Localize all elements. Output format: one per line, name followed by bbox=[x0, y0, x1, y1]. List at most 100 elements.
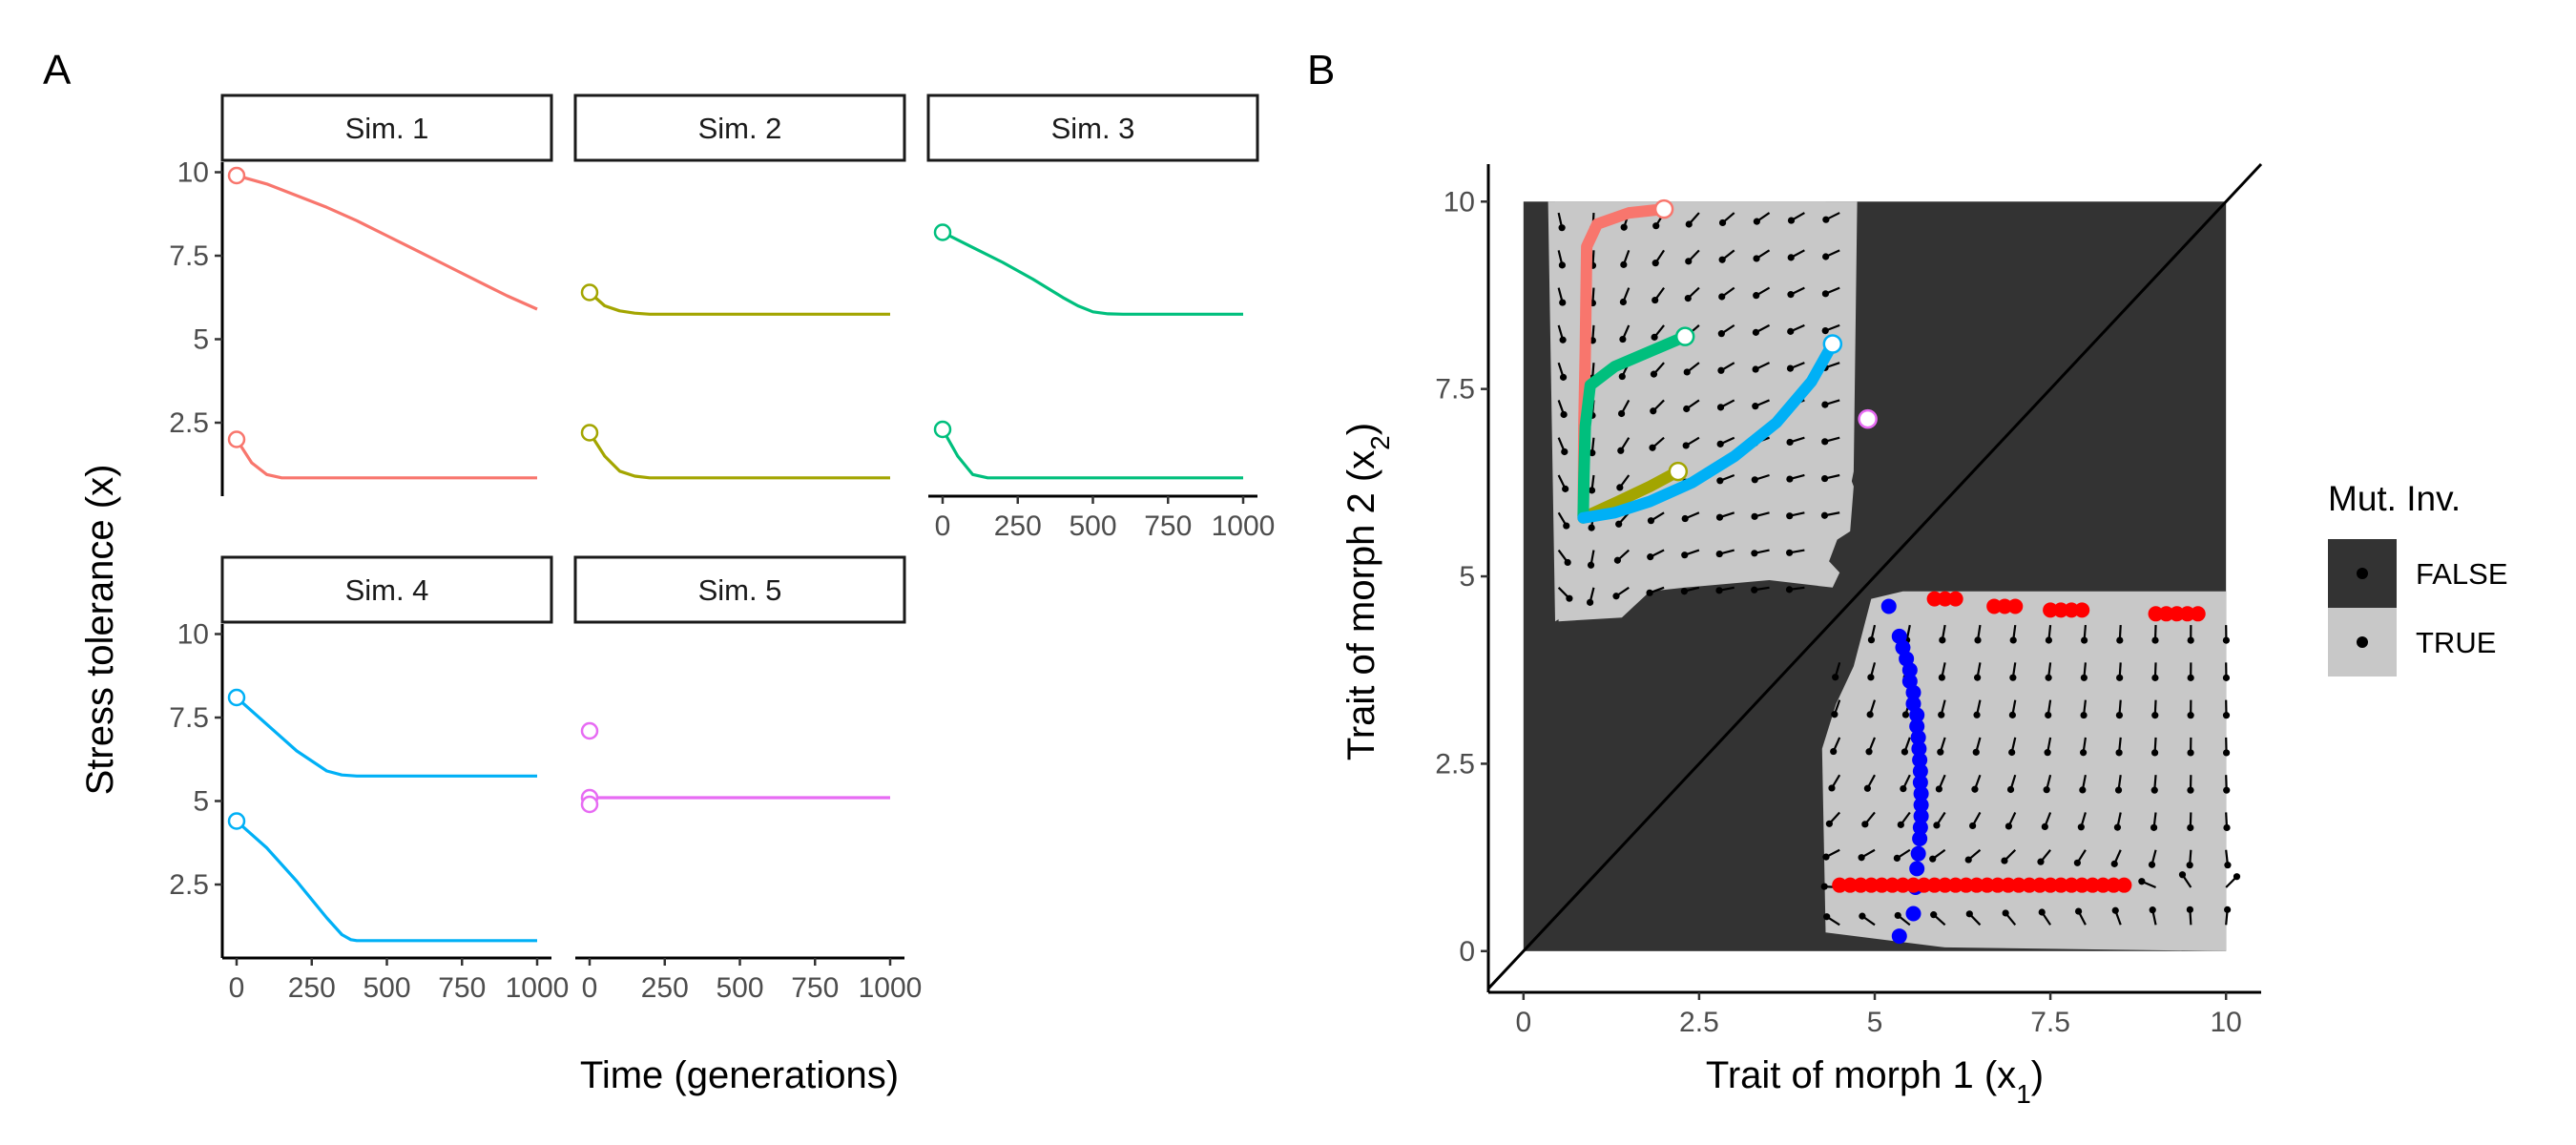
gradient-arrow-head bbox=[1616, 484, 1624, 491]
gradient-arrow-head bbox=[1974, 674, 1982, 681]
gradient-arrow-head bbox=[1566, 594, 1573, 602]
gradient-arrow-head bbox=[2080, 674, 2088, 681]
gradient-arrow-head bbox=[1858, 854, 1865, 862]
facet-strip bbox=[926, 94, 1259, 162]
gradient-arrow-head bbox=[1683, 405, 1691, 413]
red-point bbox=[1832, 877, 1848, 893]
gradient-arrow-head bbox=[2187, 786, 2194, 794]
x-tick-label: 250 bbox=[288, 972, 336, 1004]
gradient-arrow-head bbox=[1715, 513, 1724, 521]
start-point bbox=[580, 795, 599, 814]
gradient-arrow-head bbox=[2114, 786, 2123, 794]
red-point bbox=[2007, 598, 2024, 614]
invasion-region bbox=[1821, 591, 2227, 951]
red-point bbox=[1989, 877, 2005, 893]
red-point bbox=[2085, 877, 2101, 893]
gradient-arrow-head bbox=[1937, 748, 1944, 756]
gradient-arrow-head bbox=[2187, 749, 2194, 757]
red-point bbox=[1968, 877, 1984, 893]
gradient-arrow-head bbox=[2009, 636, 2017, 644]
series-line bbox=[588, 431, 890, 480]
blue-point bbox=[1901, 662, 1918, 678]
gradient-arrow-head bbox=[1619, 335, 1627, 344]
y-tick-label: 5 bbox=[193, 324, 209, 356]
red-point bbox=[2053, 602, 2069, 618]
y-tick-label: 10 bbox=[1444, 186, 1475, 218]
y-tick-label: 7.5 bbox=[169, 240, 209, 272]
gradient-arrow-head bbox=[1682, 442, 1690, 449]
gradient-arrow-head bbox=[1935, 785, 1942, 793]
gradient-arrow-head bbox=[2223, 786, 2231, 794]
facet-sim-2: Sim. 2 bbox=[573, 94, 906, 480]
red-point bbox=[2032, 877, 2048, 893]
gradient-arrow-head bbox=[1821, 401, 1829, 408]
gradient-arrow-head bbox=[1651, 333, 1658, 341]
series-line bbox=[941, 428, 1243, 480]
x-tick-label: 0 bbox=[935, 510, 951, 542]
gradient-arrow-head bbox=[2044, 749, 2051, 757]
gradient-arrow-head bbox=[1615, 520, 1623, 528]
blue-point bbox=[1909, 861, 1925, 877]
x-tick-label: 500 bbox=[363, 972, 410, 1004]
gradient-arrow-head bbox=[1718, 293, 1726, 301]
gradient-arrow-head bbox=[1787, 254, 1795, 261]
gradient-arrow-head bbox=[1863, 784, 1871, 792]
gradient-arrow-head bbox=[2077, 823, 2085, 831]
y-axis-title: Trait of morph 2 (x2) bbox=[1340, 423, 1395, 760]
y-tick-label: 7.5 bbox=[169, 702, 209, 734]
facet-strip-label: Sim. 3 bbox=[1051, 112, 1135, 145]
red-point bbox=[2158, 606, 2174, 622]
panel-label-a: A bbox=[43, 47, 72, 94]
red-point bbox=[1874, 877, 1890, 893]
red-point bbox=[1937, 591, 1953, 607]
gradient-arrow-head bbox=[1564, 558, 1571, 567]
gradient-arrow-head bbox=[2037, 858, 2045, 865]
gradient-arrow-head bbox=[2074, 907, 2083, 915]
series-line bbox=[235, 820, 537, 943]
gradient-arrow-head bbox=[2115, 711, 2124, 719]
blue-point bbox=[1909, 718, 1925, 735]
legend-title: Mut. Inv. bbox=[2328, 479, 2461, 518]
gradient-arrow-head bbox=[2043, 786, 2050, 794]
gradient-arrow-head bbox=[1652, 296, 1659, 304]
gradient-arrow-head bbox=[2113, 823, 2122, 831]
gradient-arrow-head bbox=[1646, 589, 1653, 596]
red-point bbox=[1895, 877, 1911, 893]
gradient-arrow-head bbox=[2187, 674, 2194, 681]
trajectory-start-point bbox=[1674, 326, 1695, 346]
gradient-arrow-head bbox=[1588, 487, 1596, 494]
gradient-arrow-head bbox=[2178, 871, 2187, 879]
panel-label-b: B bbox=[1307, 47, 1335, 94]
gradient-arrow-head bbox=[1938, 674, 1945, 681]
x-tick-label: 5 bbox=[1867, 1007, 1883, 1038]
gradient-arrow-head bbox=[2009, 674, 2017, 681]
blue-point bbox=[1913, 808, 1929, 824]
gradient-arrow-head bbox=[1617, 447, 1625, 454]
gradient-arrow-head bbox=[1821, 290, 1830, 298]
facet-strip bbox=[220, 94, 553, 162]
gradient-arrow-head bbox=[1867, 636, 1876, 644]
gradient-arrow-head bbox=[2005, 822, 2013, 830]
gradient-arrow-head bbox=[1715, 550, 1723, 558]
gradient-arrow-head bbox=[1753, 292, 1760, 300]
gradient-arrow-head bbox=[1897, 821, 1904, 828]
blue-point bbox=[1912, 775, 1928, 791]
gradient-arrow-head bbox=[1684, 295, 1692, 302]
gradient-arrow-head bbox=[1822, 853, 1830, 861]
facet-strip bbox=[573, 555, 906, 624]
start-point bbox=[227, 430, 246, 448]
red-point bbox=[1947, 591, 1963, 607]
gradient-arrow-head bbox=[1718, 219, 1727, 227]
gradient-arrow-head bbox=[1786, 475, 1794, 483]
y-tick-label: 2.5 bbox=[1435, 748, 1475, 780]
legend-key-dot bbox=[2357, 568, 2368, 579]
gradient-arrow-head bbox=[1649, 444, 1656, 451]
gradient-arrow-head bbox=[2187, 823, 2194, 832]
red-point bbox=[2148, 606, 2164, 622]
gradient-arrow-head bbox=[2045, 711, 2052, 719]
gradient-arrow-head bbox=[2187, 712, 2194, 719]
gradient-arrow-head bbox=[1787, 291, 1795, 299]
gradient-arrow-head bbox=[1716, 440, 1724, 448]
facet-strip bbox=[573, 94, 906, 162]
